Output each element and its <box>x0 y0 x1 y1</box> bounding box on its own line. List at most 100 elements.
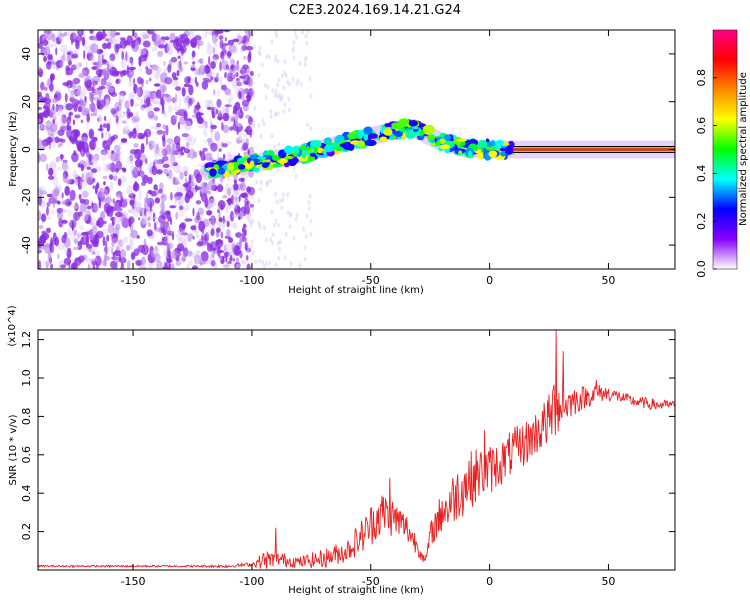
noise-blob <box>216 89 220 97</box>
noise-blob <box>94 255 102 266</box>
noise-blob <box>100 80 105 88</box>
noise-blob <box>206 210 213 216</box>
noise-blob <box>105 97 110 106</box>
noise-blob <box>249 220 254 229</box>
ridge-blob <box>278 149 287 159</box>
noise-blob <box>220 204 223 209</box>
noise-blob <box>38 118 41 123</box>
noise-blob <box>163 223 167 231</box>
noise-blob <box>202 147 208 152</box>
noise-blob <box>133 77 136 85</box>
noise-blob <box>191 50 196 58</box>
noise-blob <box>214 43 218 48</box>
noise-blob <box>273 222 277 228</box>
noise-blob <box>170 153 176 163</box>
noise-blob <box>161 236 164 244</box>
noise-blob <box>97 113 102 122</box>
noise-blob <box>222 219 227 223</box>
noise-blob <box>276 111 280 117</box>
noise-blob <box>137 244 146 253</box>
noise-blob <box>217 208 220 214</box>
noise-blob <box>78 30 82 36</box>
noise-blob <box>65 103 74 111</box>
noise-blob <box>274 30 278 36</box>
noise-blob <box>141 217 145 226</box>
x-tick-label: -150 <box>121 575 146 588</box>
noise-blob <box>115 115 119 124</box>
noise-blob <box>38 249 42 254</box>
noise-blob <box>71 152 79 163</box>
noise-blob <box>304 55 308 61</box>
noise-blob <box>193 169 201 179</box>
noise-blob <box>235 139 244 143</box>
noise-blob <box>226 220 230 228</box>
noise-blob <box>38 187 43 197</box>
noise-blob <box>187 233 194 240</box>
noise-blob <box>91 201 94 209</box>
noise-blob <box>184 137 193 142</box>
ridge-blob <box>488 150 498 158</box>
noise-blob <box>234 262 241 269</box>
noise-blob <box>101 132 104 139</box>
noise-blob <box>87 205 92 210</box>
noise-blob <box>158 39 166 45</box>
noise-blob <box>226 229 231 238</box>
noise-blob <box>47 61 52 65</box>
noise-blob <box>81 173 85 181</box>
noise-blob <box>275 93 279 99</box>
noise-blob <box>260 62 264 67</box>
ridge-blob <box>384 123 392 128</box>
x-tick-label: -100 <box>239 575 264 588</box>
y-tick-label: 0 <box>20 146 33 153</box>
noise-blob <box>80 163 84 172</box>
noise-blob <box>303 62 307 68</box>
noise-blob <box>90 54 95 64</box>
noise-blob <box>167 250 172 258</box>
noise-blob <box>38 210 42 222</box>
noise-blob <box>108 174 114 180</box>
ridge-blob <box>311 140 322 148</box>
noise-blob <box>121 120 127 124</box>
ridge-blob <box>309 152 317 157</box>
noise-blob <box>95 147 101 152</box>
noise-blob <box>107 78 113 84</box>
noise-blob <box>198 66 201 76</box>
noise-blob <box>189 148 196 160</box>
noise-blob <box>103 246 111 255</box>
noise-blob <box>103 181 106 186</box>
y-tick-label: 0.6 <box>20 446 33 464</box>
noise-blob <box>66 247 72 259</box>
noise-blob <box>197 124 205 129</box>
noise-blob <box>38 186 46 191</box>
noise-blob <box>176 69 180 77</box>
noise-blob <box>72 211 81 221</box>
noise-blob <box>164 36 170 41</box>
noise-blob <box>220 231 224 239</box>
noise-blob <box>264 95 268 101</box>
noise-blob <box>217 206 221 211</box>
noise-blob <box>109 53 116 62</box>
noise-blob <box>126 185 134 196</box>
noise-blob <box>131 128 137 139</box>
noise-blob <box>75 61 82 70</box>
noise-blob <box>223 30 231 33</box>
noise-blob <box>169 205 177 209</box>
noise-blob <box>128 81 135 87</box>
noise-blob <box>262 121 266 127</box>
noise-blob <box>38 112 47 118</box>
noise-blob <box>40 81 45 91</box>
noise-blob <box>236 77 240 83</box>
noise-blob <box>217 116 223 120</box>
ridge-blob <box>300 144 307 151</box>
noise-blob <box>162 155 169 162</box>
noise-blob <box>92 265 96 269</box>
noise-blob <box>180 222 187 230</box>
noise-blob <box>279 97 283 103</box>
noise-blob <box>117 178 122 186</box>
noise-blob <box>298 262 302 268</box>
noise-blob <box>257 122 261 128</box>
noise-blob <box>208 217 215 222</box>
noise-blob <box>232 124 238 132</box>
noise-blob <box>113 144 121 152</box>
ridge-blob <box>477 152 484 160</box>
